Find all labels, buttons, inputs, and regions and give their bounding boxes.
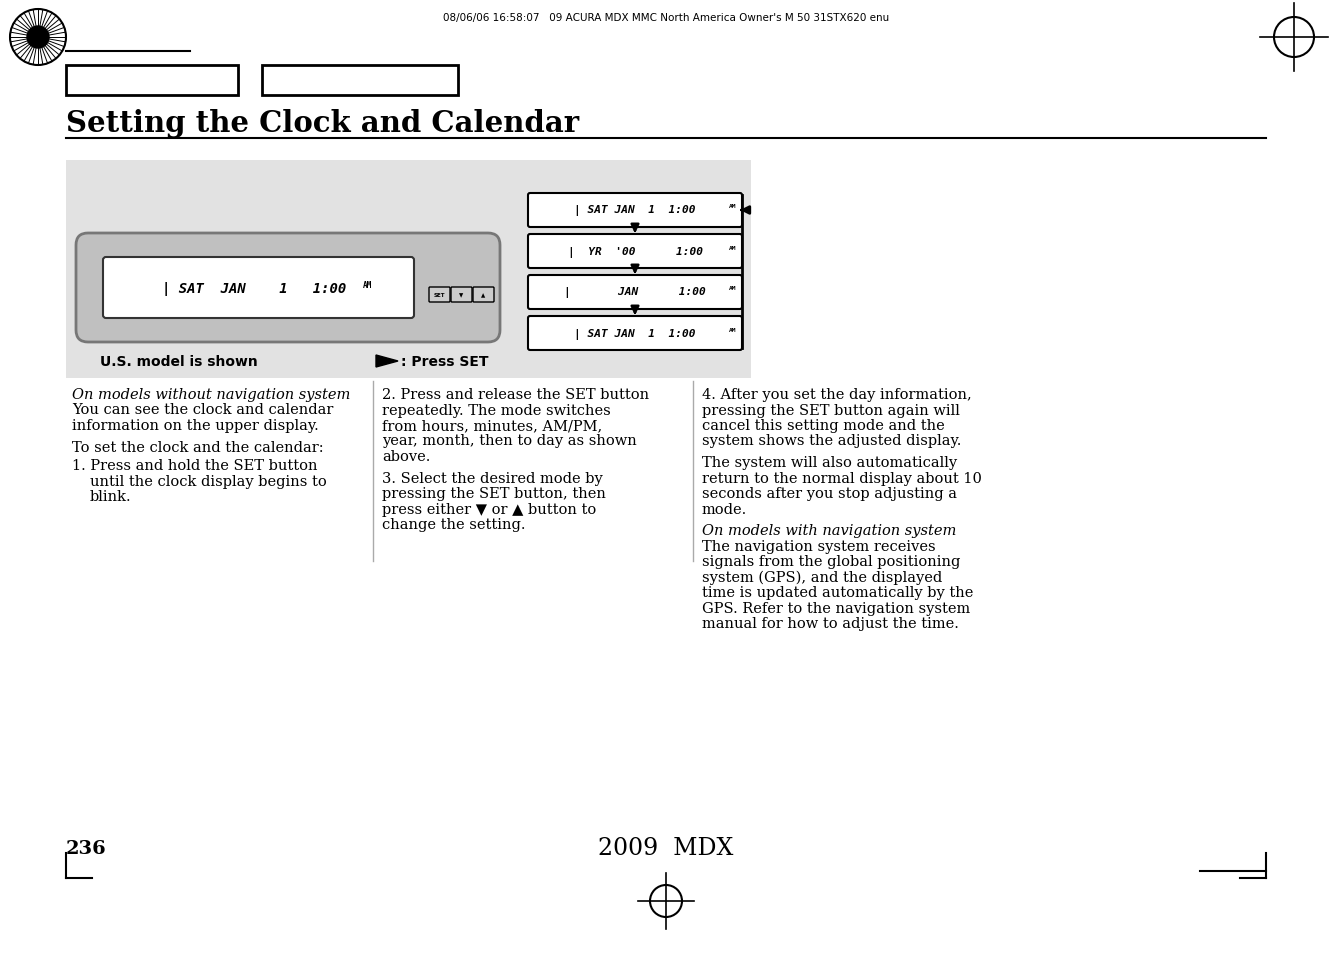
Text: pressing the SET button, then: pressing the SET button, then [382, 487, 606, 500]
FancyBboxPatch shape [67, 161, 751, 378]
Text: |  YR  '00      1:00: | YR '00 1:00 [567, 246, 702, 257]
Text: 236: 236 [67, 840, 107, 857]
Text: 2. Press and release the SET button: 2. Press and release the SET button [382, 388, 649, 401]
Text: You can see the clock and calendar: You can see the clock and calendar [72, 403, 333, 417]
Text: 1. Press and hold the SET button: 1. Press and hold the SET button [72, 458, 317, 473]
Text: SET: SET [434, 293, 445, 297]
FancyBboxPatch shape [76, 233, 500, 343]
Text: To set the clock and the calendar:: To set the clock and the calendar: [72, 440, 324, 455]
Text: The navigation system receives: The navigation system receives [702, 539, 935, 554]
Text: 3. Select the desired mode by: 3. Select the desired mode by [382, 471, 603, 485]
Text: : Press SET: : Press SET [401, 355, 489, 369]
FancyBboxPatch shape [103, 257, 414, 318]
Text: 4. After you set the day information,: 4. After you set the day information, [702, 388, 972, 401]
FancyBboxPatch shape [67, 66, 238, 96]
Text: repeatedly. The mode switches: repeatedly. The mode switches [382, 403, 611, 417]
Text: system (GPS), and the displayed: system (GPS), and the displayed [702, 570, 942, 585]
Text: 08/06/06 16:58:07   09 ACURA MDX MMC North America Owner's M 50 31STX620 enu: 08/06/06 16:58:07 09 ACURA MDX MMC North… [442, 13, 890, 23]
Text: blink.: blink. [91, 490, 132, 504]
Text: On models without navigation system: On models without navigation system [72, 388, 350, 401]
Text: pressing the SET button again will: pressing the SET button again will [702, 403, 960, 417]
FancyBboxPatch shape [473, 288, 494, 303]
Circle shape [27, 27, 49, 49]
Text: mode.: mode. [702, 502, 747, 517]
Text: signals from the global positioning: signals from the global positioning [702, 555, 960, 569]
Text: above.: above. [382, 450, 430, 463]
FancyBboxPatch shape [527, 193, 742, 228]
FancyBboxPatch shape [429, 288, 450, 303]
Text: time is updated automatically by the: time is updated automatically by the [702, 586, 974, 599]
Text: | SAT JAN  1  1:00: | SAT JAN 1 1:00 [574, 205, 695, 216]
Text: AM: AM [729, 327, 737, 333]
Text: year, month, then to day as shown: year, month, then to day as shown [382, 434, 637, 448]
Text: | SAT JAN  1  1:00: | SAT JAN 1 1:00 [574, 328, 695, 339]
Text: ▲: ▲ [481, 293, 486, 297]
Text: change the setting.: change the setting. [382, 517, 526, 532]
FancyBboxPatch shape [452, 288, 472, 303]
Text: manual for how to adjust the time.: manual for how to adjust the time. [702, 617, 959, 631]
Text: return to the normal display about 10: return to the normal display about 10 [702, 471, 982, 485]
Text: press either ▼ or ▲ button to: press either ▼ or ▲ button to [382, 502, 597, 517]
Text: AM: AM [364, 281, 372, 291]
Text: 2009  MDX: 2009 MDX [598, 837, 734, 860]
Text: |       JAN      1:00: | JAN 1:00 [565, 287, 706, 298]
FancyBboxPatch shape [527, 316, 742, 351]
Text: from hours, minutes, AM/PM,: from hours, minutes, AM/PM, [382, 418, 602, 433]
Text: The system will also automatically: The system will also automatically [702, 456, 958, 470]
FancyBboxPatch shape [527, 234, 742, 269]
Text: seconds after you stop adjusting a: seconds after you stop adjusting a [702, 487, 956, 500]
Text: On models with navigation system: On models with navigation system [702, 524, 956, 537]
Text: until the clock display begins to: until the clock display begins to [91, 475, 326, 488]
FancyBboxPatch shape [527, 275, 742, 310]
Text: GPS. Refer to the navigation system: GPS. Refer to the navigation system [702, 601, 970, 616]
Text: AM: AM [729, 204, 737, 210]
Text: system shows the adjusted display.: system shows the adjusted display. [702, 434, 962, 448]
Text: AM: AM [729, 286, 737, 292]
Text: information on the upper display.: information on the upper display. [72, 418, 318, 433]
Text: cancel this setting mode and the: cancel this setting mode and the [702, 418, 944, 433]
Text: U.S. model is shown: U.S. model is shown [100, 355, 258, 369]
Polygon shape [376, 355, 398, 368]
Text: AM: AM [729, 245, 737, 251]
Text: | SAT  JAN    1   1:00: | SAT JAN 1 1:00 [161, 282, 354, 295]
Text: Setting the Clock and Calendar: Setting the Clock and Calendar [67, 109, 579, 138]
Text: ▼: ▼ [460, 293, 464, 297]
FancyBboxPatch shape [262, 66, 458, 96]
